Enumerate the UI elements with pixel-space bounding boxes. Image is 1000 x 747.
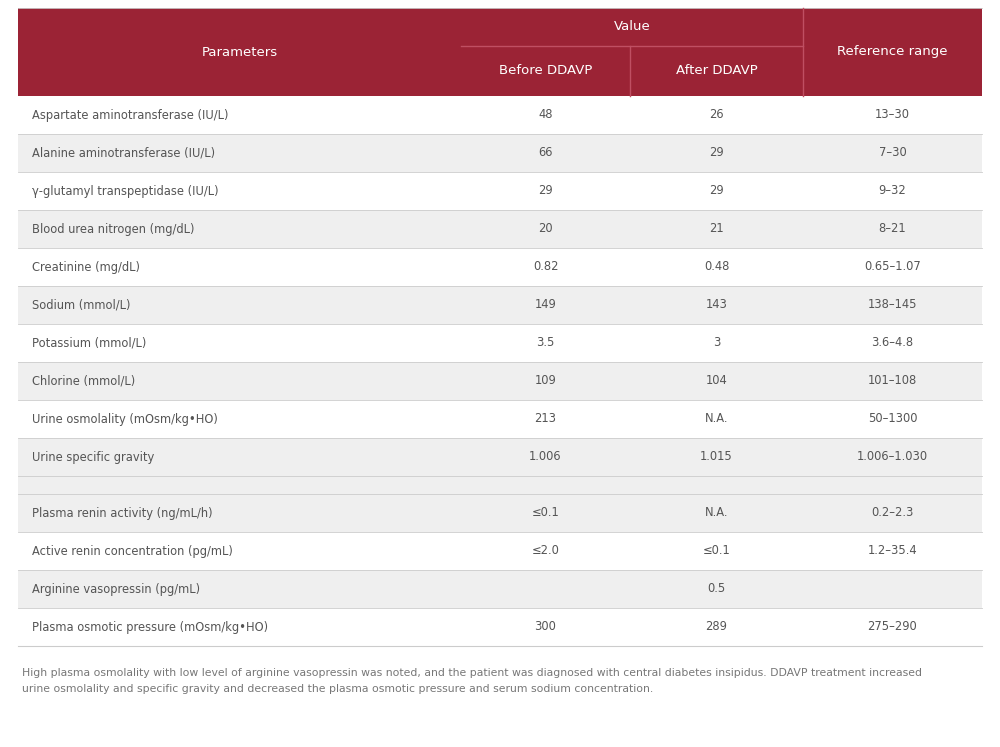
Text: Urine osmolality (mOsm/kg•HO): Urine osmolality (mOsm/kg•HO) (32, 412, 218, 426)
Text: 143: 143 (706, 299, 727, 311)
Text: 29: 29 (538, 185, 553, 197)
Bar (18, 248, 982, 286)
Text: 101–108: 101–108 (868, 374, 917, 388)
Text: High plasma osmolality with low level of arginine vasopressin was noted, and the: High plasma osmolality with low level of… (22, 668, 922, 678)
Text: Urine specific gravity: Urine specific gravity (32, 450, 154, 463)
Text: 0.65–1.07: 0.65–1.07 (864, 261, 921, 273)
Text: Value: Value (614, 20, 650, 34)
Bar (18, 570, 982, 608)
Text: N.A.: N.A. (705, 506, 728, 519)
Text: After DDAVP: After DDAVP (676, 64, 757, 78)
Text: 1.006: 1.006 (529, 450, 562, 463)
Bar (18, 362, 982, 400)
Bar (18, 608, 982, 646)
Text: 50–1300: 50–1300 (868, 412, 917, 426)
Bar (18, 210, 982, 248)
Text: 275–290: 275–290 (868, 621, 917, 633)
Text: 21: 21 (709, 223, 724, 235)
Text: Active renin concentration (pg/mL): Active renin concentration (pg/mL) (32, 545, 233, 557)
Text: 29: 29 (709, 146, 724, 160)
Text: 7–30: 7–30 (879, 146, 906, 160)
Text: 3.5: 3.5 (536, 336, 555, 350)
Text: 66: 66 (538, 146, 553, 160)
Text: 104: 104 (706, 374, 727, 388)
Text: 213: 213 (534, 412, 556, 426)
Text: 3.6–4.8: 3.6–4.8 (871, 336, 914, 350)
Text: ≤0.1: ≤0.1 (532, 506, 559, 519)
Bar (18, 476, 982, 494)
Text: 8–21: 8–21 (879, 223, 906, 235)
Text: 0.5: 0.5 (707, 583, 726, 595)
Bar (18, 324, 982, 362)
Text: ≤2.0: ≤2.0 (532, 545, 559, 557)
Text: 26: 26 (709, 108, 724, 122)
Text: 138–145: 138–145 (868, 299, 917, 311)
Text: 13–30: 13–30 (875, 108, 910, 122)
Text: Potassium (mmol/L): Potassium (mmol/L) (32, 336, 146, 350)
Text: 0.48: 0.48 (704, 261, 729, 273)
Bar (18, 134, 982, 172)
Bar (18, 494, 982, 532)
Text: 1.015: 1.015 (700, 450, 733, 463)
Text: Aspartate aminotransferase (IU/L): Aspartate aminotransferase (IU/L) (32, 108, 228, 122)
Text: 300: 300 (535, 621, 556, 633)
Text: 20: 20 (538, 223, 553, 235)
Bar (18, 286, 982, 324)
Text: 1.2–35.4: 1.2–35.4 (868, 545, 917, 557)
Text: γ-glutamyl transpeptidase (IU/L): γ-glutamyl transpeptidase (IU/L) (32, 185, 219, 197)
Text: 0.82: 0.82 (533, 261, 558, 273)
Bar (18, 8, 982, 96)
Bar (18, 172, 982, 210)
Text: Blood urea nitrogen (mg/dL): Blood urea nitrogen (mg/dL) (32, 223, 194, 235)
Bar (18, 400, 982, 438)
Text: 3: 3 (713, 336, 720, 350)
Bar (18, 532, 982, 570)
Text: Parameters: Parameters (201, 46, 278, 58)
Text: 1.006–1.030: 1.006–1.030 (857, 450, 928, 463)
Text: 0.2–2.3: 0.2–2.3 (871, 506, 914, 519)
Text: 289: 289 (706, 621, 727, 633)
Text: Before DDAVP: Before DDAVP (499, 64, 592, 78)
Text: Sodium (mmol/L): Sodium (mmol/L) (32, 299, 130, 311)
Text: Plasma renin activity (ng/mL/h): Plasma renin activity (ng/mL/h) (32, 506, 213, 519)
Text: 29: 29 (709, 185, 724, 197)
Text: Creatinine (mg/dL): Creatinine (mg/dL) (32, 261, 140, 273)
Text: 149: 149 (535, 299, 556, 311)
Text: 48: 48 (538, 108, 553, 122)
Text: N.A.: N.A. (705, 412, 728, 426)
Text: Plasma osmotic pressure (mOsm/kg•HO): Plasma osmotic pressure (mOsm/kg•HO) (32, 621, 268, 633)
Text: Chlorine (mmol/L): Chlorine (mmol/L) (32, 374, 135, 388)
Text: Alanine aminotransferase (IU/L): Alanine aminotransferase (IU/L) (32, 146, 215, 160)
Bar (18, 438, 982, 476)
Text: 9–32: 9–32 (879, 185, 906, 197)
Text: 109: 109 (535, 374, 556, 388)
Text: ≤0.1: ≤0.1 (703, 545, 730, 557)
Bar (18, 96, 982, 134)
Text: Arginine vasopressin (pg/mL): Arginine vasopressin (pg/mL) (32, 583, 200, 595)
Text: urine osmolality and specific gravity and decreased the plasma osmotic pressure : urine osmolality and specific gravity an… (22, 684, 653, 694)
Text: Reference range: Reference range (837, 46, 948, 58)
